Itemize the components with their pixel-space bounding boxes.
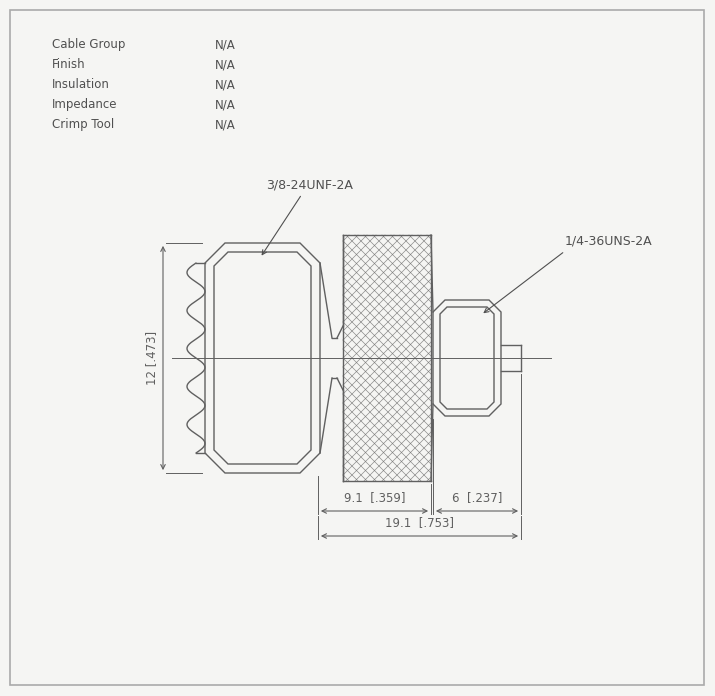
Text: 3/8-24UNF-2A: 3/8-24UNF-2A bbox=[267, 179, 353, 192]
Text: N/A: N/A bbox=[215, 78, 236, 91]
Text: N/A: N/A bbox=[215, 118, 236, 131]
Text: 19.1  [.753]: 19.1 [.753] bbox=[385, 516, 454, 529]
Text: 1/4-36UNS-2A: 1/4-36UNS-2A bbox=[565, 235, 653, 248]
Text: Finish: Finish bbox=[52, 58, 86, 71]
Text: N/A: N/A bbox=[215, 98, 236, 111]
Text: 12 [.473]: 12 [.473] bbox=[145, 331, 158, 385]
Text: Crimp Tool: Crimp Tool bbox=[52, 118, 114, 131]
Text: Insulation: Insulation bbox=[52, 78, 110, 91]
Text: 6  [.237]: 6 [.237] bbox=[452, 491, 502, 504]
Text: N/A: N/A bbox=[215, 58, 236, 71]
Text: Impedance: Impedance bbox=[52, 98, 117, 111]
Text: N/A: N/A bbox=[215, 38, 236, 51]
Text: Cable Group: Cable Group bbox=[52, 38, 125, 51]
Text: 9.1  [.359]: 9.1 [.359] bbox=[344, 491, 405, 504]
